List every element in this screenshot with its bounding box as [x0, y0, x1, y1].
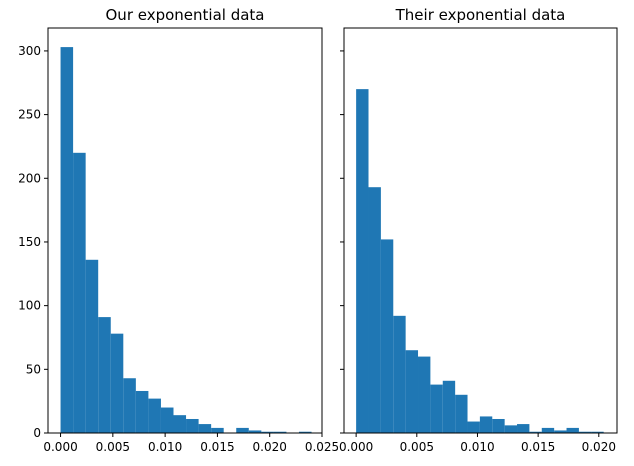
histogram-bar — [199, 424, 212, 433]
y-tick-label: 200 — [18, 171, 41, 185]
x-tick-label: 0.015 — [200, 440, 234, 454]
y-tick-label: 50 — [26, 362, 41, 376]
histogram-bar — [455, 395, 467, 433]
histogram-bar — [443, 381, 455, 433]
chart-title: Our exponential data — [106, 6, 265, 24]
histogram-bar — [418, 357, 430, 433]
histogram-bar — [123, 378, 136, 433]
histogram-bar — [236, 428, 249, 433]
histogram-bar — [393, 316, 405, 433]
histogram-bar — [406, 350, 418, 433]
histogram-bar — [111, 334, 124, 433]
y-tick-label: 300 — [18, 44, 41, 58]
y-tick-label: 0 — [33, 426, 41, 440]
histogram-bar — [492, 419, 504, 433]
histogram-bar — [186, 419, 199, 433]
x-tick-label: 0.000 — [43, 440, 77, 454]
histogram-bar — [480, 416, 492, 433]
histogram-bar — [211, 428, 224, 433]
x-tick-label: 0.005 — [400, 440, 434, 454]
histogram-bar — [86, 260, 99, 433]
y-tick-label: 100 — [18, 299, 41, 313]
histogram-bar — [567, 428, 579, 433]
x-tick-label: 0.020 — [582, 440, 616, 454]
chart-title: Their exponential data — [395, 6, 566, 24]
histogram-bar — [430, 385, 442, 433]
histogram-bar — [542, 428, 554, 433]
histogram-bar — [148, 399, 161, 433]
x-tick-label: 0.010 — [460, 440, 494, 454]
histogram-bar — [73, 153, 86, 433]
histogram-bar — [356, 89, 368, 433]
x-tick-label: 0.005 — [96, 440, 130, 454]
x-tick-label: 0.000 — [339, 440, 373, 454]
histogram-bar — [381, 239, 393, 433]
histogram-bar — [161, 408, 174, 433]
histogram-bar — [136, 391, 149, 433]
x-tick-label: 0.010 — [148, 440, 182, 454]
histogram-bar — [517, 424, 529, 433]
x-tick-label: 0.020 — [253, 440, 287, 454]
histogram-bar — [369, 187, 381, 433]
histogram-bar — [174, 415, 187, 433]
y-tick-label: 250 — [18, 108, 41, 122]
histogram-bar — [61, 47, 74, 433]
x-tick-label: 0.025 — [305, 440, 339, 454]
histogram-bar — [98, 317, 111, 433]
x-tick-label: 0.015 — [521, 440, 555, 454]
histogram-bar — [505, 425, 517, 433]
y-tick-label: 150 — [18, 235, 41, 249]
histogram-bar — [468, 422, 480, 433]
